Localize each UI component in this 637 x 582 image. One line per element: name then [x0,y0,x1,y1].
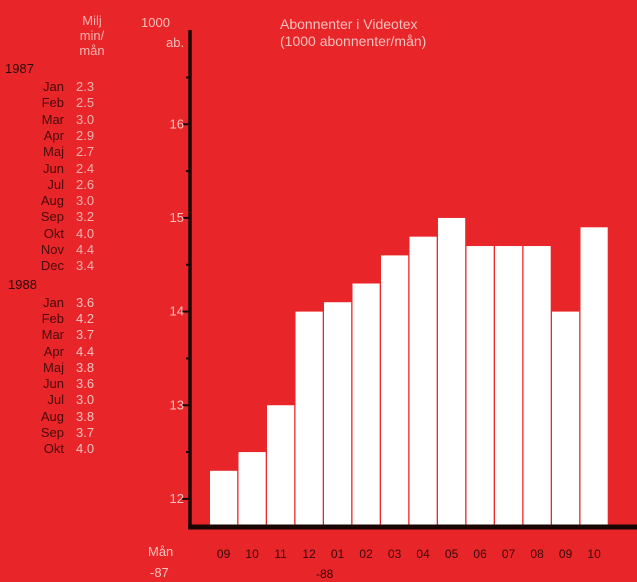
bar [295,311,323,527]
table-value: 4.0 [76,441,95,457]
bar [466,246,494,528]
table-month-label: Feb [41,310,64,326]
bar [438,217,466,527]
x-tick-label: 10 [587,547,601,561]
table-month-label: Okt [43,225,64,241]
table-month-label: Apr [43,127,64,143]
table-month-label: Sep [40,425,64,440]
y-tick-label: 16 [170,116,184,131]
table-month-label: Jun [43,376,64,392]
y-axis-label-ab: ab. [166,35,184,50]
table-header-man: mån [79,43,105,58]
table-month-label: Maj [43,359,64,375]
x-tick-label: 08 [530,547,544,561]
x-tick-label: 02 [359,547,373,561]
table-month-label: Apr [43,343,64,359]
bar [409,236,437,527]
table-value: 4.0 [76,225,95,241]
x-tick-label: 11 [274,547,287,561]
x-tick-label: 07 [502,547,516,561]
y-axis-label-unit: 1000 [141,15,170,30]
bar [324,302,352,527]
bar [580,227,608,528]
table-value: 4.4 [76,343,95,359]
x-tick-label: 12 [302,547,316,561]
table-month-label: Jan [43,294,64,310]
table-month-label: Jul [47,176,64,192]
table-month-label: Aug [40,193,64,209]
table-month-label: Jun [43,160,64,176]
x-axis-year-88: -88 [316,567,334,581]
table-value: 2.4 [76,160,95,176]
chart-title: Abonnenter i Videotex [280,16,418,32]
table-month-label: Jan [43,79,64,94]
x-tick-label: 06 [473,547,487,561]
table-value: 3.6 [76,294,95,310]
x-tick-label: 03 [388,547,402,561]
chart-title-block: Abonnenter i Videotex (1000 abonnenter/m… [280,16,426,50]
bar [495,246,523,528]
bar [238,452,266,527]
table-value: 2.6 [76,176,95,192]
table-month-label: Feb [41,95,64,111]
y-tick-label: 14 [170,304,184,319]
table-month-label: Mar [41,327,64,343]
bar [381,255,409,527]
bar [523,246,551,528]
y-tick-label: 13 [170,397,184,412]
table-value: 2.3 [76,79,95,94]
bar [267,405,295,527]
x-tick-label: 09 [217,547,231,561]
bar [352,283,380,527]
table-value: 3.6 [76,376,95,392]
table-month-label: Okt [43,441,64,457]
table-value: 3.8 [76,359,95,375]
bar [552,311,580,527]
table-month-label: Mar [41,111,64,127]
table-value: 2.9 [76,127,95,143]
chart-subtitle: (1000 abonnenter/mån) [280,33,427,49]
table-month-label: Maj [43,144,64,160]
x-tick-label: 09 [559,547,573,561]
table-month-label: Sep [40,209,64,225]
x-tick-label: 05 [445,547,459,561]
table-value: 4.4 [76,242,95,257]
y-tick-label: 15 [170,210,184,225]
table-value: 2.7 [76,144,95,160]
table-value: 3.0 [76,111,95,127]
bar [210,470,238,527]
table-month-label: Nov [40,242,64,257]
table-value: 3.0 [76,392,95,408]
table-month-label: Aug [40,408,64,424]
table-value: 3.7 [76,425,95,440]
x-tick-label: 04 [416,547,430,561]
table-value: 4.2 [76,310,95,326]
table-month-label: Jul [47,392,64,408]
table-year-label: 1987 [5,61,34,76]
table-header-min: min/ [79,28,105,43]
table-value: 3.2 [76,209,95,225]
table-value: 2.5 [76,95,95,111]
table-value: 3.7 [76,327,95,343]
x-tick-label: 01 [331,547,345,561]
x-tick-label: 10 [245,547,259,561]
table-value: 3.0 [76,193,95,209]
x-axis-label: Mån [148,544,173,559]
x-axis-year-87: -87 [150,565,169,580]
table-month-label: Dec [40,258,64,274]
subscriber-minutes-table: Milj min/mån 1987 Jan 2.3 Feb 2.5 Mar 3.0 Apr 2.9 M… [0,0,160,582]
table-value: 3.8 [76,408,95,424]
table-header-milj: Milj [82,13,102,28]
y-tick-label: 12 [170,491,184,506]
table-value: 3.4 [76,258,95,274]
table-year-label: 1988 [8,276,37,292]
